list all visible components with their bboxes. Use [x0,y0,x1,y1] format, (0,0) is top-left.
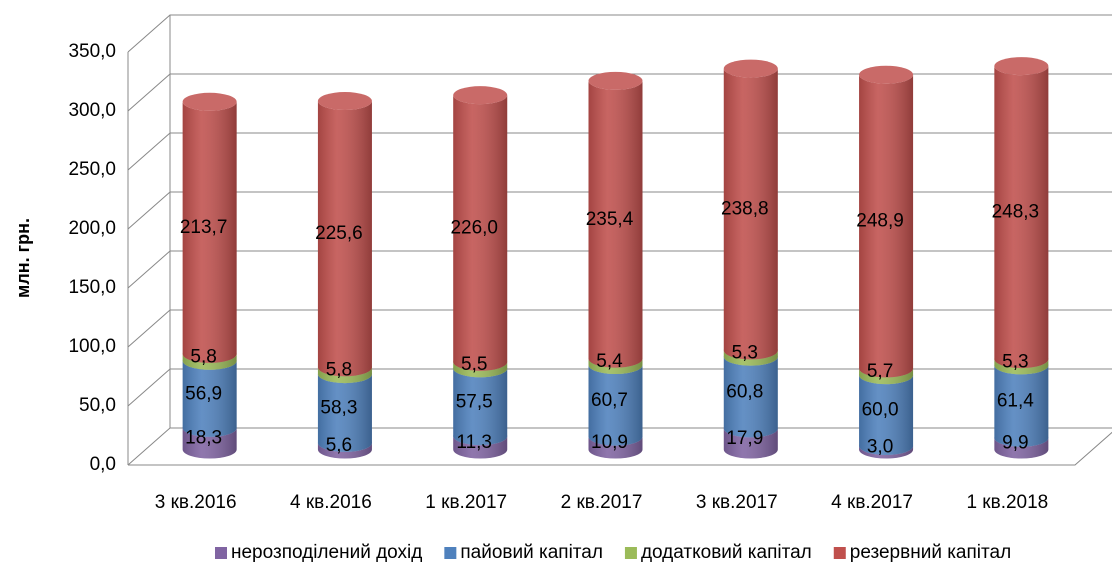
x-tick-label: 1 кв.2017 [425,492,507,513]
value-label: 11,3 [456,432,492,453]
value-label: 58,3 [320,398,357,419]
grid-line [127,132,1112,171]
bar-shade [994,365,1049,447]
legend-swatch [833,547,846,559]
y-tick-label: 100,0 [68,336,116,357]
value-label: 9,9 [1002,433,1028,454]
bar-shade [723,68,778,360]
bar-shade [994,66,1049,369]
value-label: 60,7 [591,390,628,411]
value-label: 225,6 [315,223,363,244]
x-tick-label: 3 кв.2016 [155,492,237,513]
value-label: 5,3 [732,343,758,364]
value-label: 238,8 [721,199,769,220]
bar-shade [317,101,372,377]
bar-shade [588,358,643,375]
grid-line [127,73,1112,112]
bar-shade [994,437,1049,459]
bar-shade [588,436,643,459]
value-label: 5,8 [190,346,216,367]
bar-shade [588,80,643,368]
y-tick-label: 0,0 [90,454,116,475]
y-tick-label: 150,0 [68,277,116,298]
value-label: 3,0 [867,437,893,458]
value-label: 10,9 [591,432,628,453]
value-label: 213,7 [180,217,228,238]
grid-line [127,191,1112,230]
bar-shade [453,368,508,446]
bar-top [453,86,508,105]
bar-top [994,57,1049,76]
bar-shade [859,375,914,455]
bar-shade [182,360,237,437]
bar-top [588,71,643,90]
bar-shade [723,356,778,438]
bar-shade [182,101,237,363]
y-tick-label: 250,0 [68,159,116,180]
value-label: 17,9 [726,428,763,449]
value-label: 226,0 [450,218,498,239]
bar-shade [859,74,914,378]
bar-top [182,92,237,111]
bar-top [859,65,914,84]
bar-shade [182,353,237,370]
value-label: 248,3 [992,202,1040,223]
bar-shade [994,359,1049,375]
grid-line [127,250,1112,289]
legend-label: резервний капітал [850,542,1011,563]
value-label: 61,4 [997,391,1034,412]
value-label: 60,8 [726,382,763,403]
bar-shade [182,427,237,459]
value-label: 5,7 [867,361,893,382]
bar-shade [317,374,372,452]
legend-swatch [624,547,637,559]
x-tick-label: 4 кв.2016 [290,492,372,513]
value-label: 57,5 [456,391,493,412]
bar-shade [859,368,914,385]
value-label: 235,4 [586,209,634,230]
bar-shade [453,95,508,371]
bar-shade [317,367,372,384]
grid-line [127,309,1112,348]
value-label: 5,4 [596,351,623,372]
legend-label: нерозподілений дохід [231,542,422,563]
bar-top [723,59,778,78]
bar-top [317,92,372,111]
axis-wall [127,15,1112,466]
legend-swatch [444,547,457,559]
x-tick-label: 4 кв.2017 [831,492,913,513]
value-label: 5,3 [1002,351,1028,372]
bar-shade [453,436,508,459]
legend-swatch [215,547,227,559]
bar-shade [723,350,778,366]
value-label: 5,6 [326,435,352,456]
x-tick-label: 1 кв.2018 [966,492,1048,513]
x-tick-label: 3 кв.2017 [696,492,778,513]
value-label: 5,5 [461,354,487,375]
legend-label: додатковий капітал [641,542,812,563]
value-label: 5,8 [326,360,352,381]
y-tick-label: 50,0 [79,395,116,416]
value-label: 60,0 [862,400,899,421]
bar-shade [859,445,914,459]
bar-shade [453,361,508,378]
grid-line [127,427,1112,466]
x-tick-label: 2 кв.2017 [561,492,643,513]
bar-shade [317,442,372,459]
y-tick-label: 350,0 [68,41,116,62]
y-axis-title: млн. грн. [13,218,33,298]
bar-shade [588,365,643,446]
y-tick-label: 300,0 [68,100,116,121]
grid-line [127,14,1112,53]
value-label: 56,9 [185,383,222,404]
value-label: 248,9 [856,211,904,232]
grid-line [127,368,1112,407]
value-label: 18,3 [185,428,222,449]
legend-label: пайовий капітал [460,542,603,563]
y-tick-label: 200,0 [68,218,116,239]
bar-shade [723,428,778,459]
